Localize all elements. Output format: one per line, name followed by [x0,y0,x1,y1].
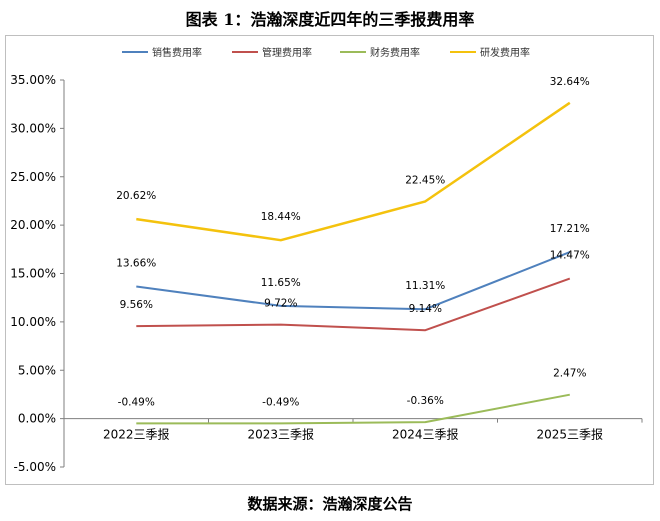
y-tick-label: 10.00% [10,315,56,329]
legend-item-label: 财务费用率 [370,46,420,59]
y-tick-label: 35.00% [10,73,56,87]
data-label: 9.72% [264,298,297,310]
data-label: -0.49% [262,396,299,408]
y-tick-label: 30.00% [10,121,56,135]
legend-item-label: 研发费用率 [480,46,530,59]
data-label: 9.56% [120,299,153,311]
data-label: -0.36% [407,395,444,407]
legend-item-label: 销售费用率 [152,46,202,59]
data-label: 9.14% [409,303,442,315]
x-tick-label: 2025三季报 [536,427,603,442]
data-label: 14.47% [550,250,590,262]
series-line [136,101,571,242]
series-line [136,251,571,311]
y-tick-label: 15.00% [10,267,56,281]
data-label: 11.31% [405,280,445,292]
data-label: 11.65% [261,277,301,289]
chart-title: 图表 1：浩瀚深度近四年的三季报费用率 [185,10,475,29]
y-tick-label: 25.00% [10,170,56,184]
y-tick-label: 20.00% [10,218,56,232]
data-label: 17.21% [550,223,590,235]
data-label: 13.66% [116,257,156,269]
line-chart: -5.00% 0.00% 5.00% 10.00% 15.00% 20.00% 25.00%… [10,46,643,474]
series-line [136,277,571,332]
y-tick-label: 0.00% [18,412,56,426]
legend-item-label: 管理费用率 [262,46,312,59]
x-tick-label: 2023三季报 [247,427,314,442]
series-line [136,393,570,425]
data-label: -0.49% [118,396,155,408]
data-label: 22.45% [405,174,445,186]
y-tick-label: -5.00% [14,460,56,474]
data-label: 20.62% [116,190,156,202]
x-tick-label: 2024三季报 [392,427,459,442]
chart-frame [5,35,654,485]
y-tick-label: 5.00% [18,363,56,377]
data-label: 18.44% [261,211,301,223]
data-label: 32.64% [550,76,590,88]
chart-source: 数据来源：浩瀚深度公告 [247,495,413,513]
data-label: 2.47% [553,368,586,380]
x-tick-label: 2022三季报 [103,427,170,442]
